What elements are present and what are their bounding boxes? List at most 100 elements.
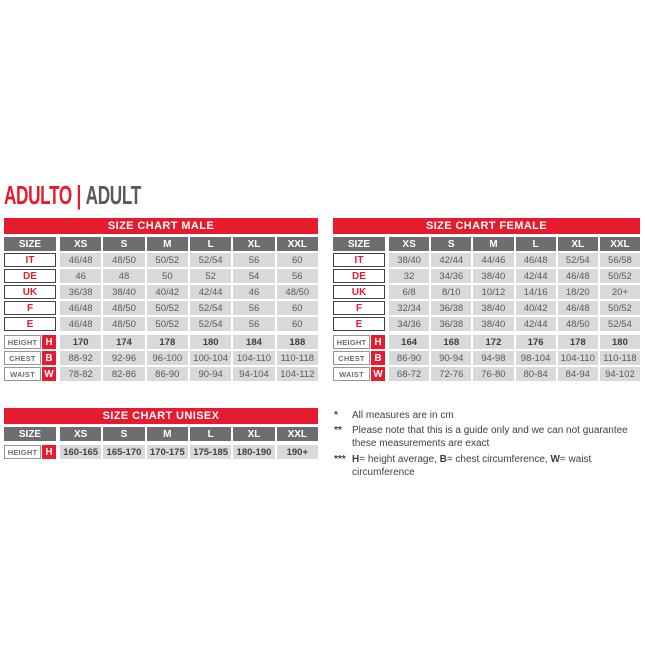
column-header-cell: M: [146, 427, 188, 441]
measure-value-cell: 110-118: [599, 351, 641, 365]
size-value-cell: 46: [60, 269, 102, 283]
measure-row-chest: CHEST B 86-90 90-94 94-98 98-104 104-110 110-11…: [333, 351, 641, 365]
table-title-bar: SIZE CHART UNISEX: [4, 408, 318, 424]
size-value-cell: 40/42: [515, 301, 556, 315]
size-chart-unisex-table: SIZE CHART UNISEX SIZE XS S M L XL XXL HEIGHT H 16…: [4, 408, 318, 461]
size-row-de: DE 32 34/36 38/40 42/44 46/48 50/52: [333, 269, 641, 283]
size-value-cell: 32: [389, 269, 430, 283]
size-value-cell: 52/54: [599, 317, 641, 331]
measure-row-height: HEIGHT H 160-165 165-170 170-175 175-185 180-1…: [4, 445, 318, 459]
size-row-e: E 46/48 48/50 50/52 52/54 56 60: [4, 317, 318, 331]
measure-letter-badge: W: [371, 367, 385, 381]
size-row-de: DE 46 48 50 52 54 56: [4, 269, 318, 283]
measure-value-cell: 98-104: [515, 351, 556, 365]
measure-letter-badge: H: [42, 335, 56, 349]
measure-letter-badge: B: [371, 351, 385, 365]
size-value-cell: 60: [276, 301, 318, 315]
size-value-cell: 46/48: [557, 269, 598, 283]
footnote-1: * All measures are in cm: [334, 409, 643, 422]
size-value-cell: 52: [189, 269, 232, 283]
size-value-cell: 46: [233, 285, 275, 299]
size-value-cell: 42/44: [431, 253, 472, 267]
measure-value-cell: 110-118: [276, 351, 318, 365]
column-header-cell: XS: [389, 237, 430, 251]
column-header-cell: L: [515, 237, 556, 251]
size-value-cell: 52/54: [189, 301, 232, 315]
column-header-cell: S: [431, 237, 472, 251]
measure-value-cell: 104-110: [557, 351, 598, 365]
measure-value-cell: 94-98: [473, 351, 514, 365]
size-value-cell: 48/50: [103, 253, 145, 267]
measure-value-cell: 165-170: [103, 445, 145, 459]
measure-value-cell: 180: [189, 335, 232, 349]
measure-value-cell: 96-100: [146, 351, 188, 365]
size-region-label: E: [333, 317, 385, 331]
size-value-cell: 36/38: [431, 301, 472, 315]
measure-value-cell: 68-72: [389, 367, 430, 381]
size-value-cell: 42/44: [189, 285, 232, 299]
size-region-label: DE: [333, 269, 385, 283]
measure-value-cell: 76-80: [473, 367, 514, 381]
measure-row-height: HEIGHT H 170 174 178 180 184 188: [4, 335, 318, 349]
column-header-cell: XS: [60, 237, 102, 251]
measure-letter-badge: H: [42, 445, 56, 459]
size-value-cell: 34/36: [389, 317, 430, 331]
measure-value-cell: 180: [599, 335, 641, 349]
size-value-cell: 10/12: [473, 285, 514, 299]
size-value-cell: 6/8: [389, 285, 430, 299]
size-region-label: DE: [4, 269, 56, 283]
measure-value-cell: 90-94: [189, 367, 232, 381]
column-header-cell: L: [189, 427, 232, 441]
size-value-cell: 38/40: [389, 253, 430, 267]
size-value-cell: 54: [233, 269, 275, 283]
size-value-cell: 50/52: [146, 317, 188, 331]
column-header-cell: S: [103, 427, 145, 441]
measure-value-cell: 94-102: [599, 367, 641, 381]
measure-value-cell: 160-165: [60, 445, 102, 459]
size-value-cell: 56: [233, 317, 275, 331]
size-chart-male-table: SIZE CHART MALE SIZE XS S M L XL XXL IT 46/48 48/5…: [4, 218, 318, 383]
table-header-row: SIZE XS S M L XL XXL: [4, 237, 318, 251]
size-value-cell: 44/46: [473, 253, 514, 267]
size-value-cell: 36/38: [60, 285, 102, 299]
size-value-cell: 52/54: [189, 253, 232, 267]
size-value-cell: 18/20: [557, 285, 598, 299]
footnotes: * All measures are in cm ** Please note tha…: [334, 409, 643, 481]
column-header-cell: XS: [60, 427, 102, 441]
table-header-row: SIZE XS S M L XL XXL: [4, 427, 318, 441]
table-header-row: SIZE XS S M L XL XXL: [333, 237, 641, 251]
size-value-cell: 50/52: [599, 301, 641, 315]
measure-label: CHEST: [4, 351, 41, 365]
measure-letter-badge: B: [42, 351, 56, 365]
size-row-uk: UK 6/8 8/10 10/12 14/16 18/20 20+: [333, 285, 641, 299]
measure-letter-badge: H: [371, 335, 385, 349]
measure-value-cell: 78-82: [60, 367, 102, 381]
page-title-primary: ADULTO: [4, 180, 72, 210]
size-value-cell: 46/48: [557, 301, 598, 315]
size-region-label: IT: [4, 253, 56, 267]
measure-value-cell: 88-92: [60, 351, 102, 365]
size-row-it: IT 38/40 42/44 44/46 46/48 52/54 56/58: [333, 253, 641, 267]
size-header-cell: SIZE: [333, 237, 385, 251]
size-value-cell: 8/10: [431, 285, 472, 299]
size-row-f: F 46/48 48/50 50/52 52/54 56 60: [4, 301, 318, 315]
size-value-cell: 50/52: [599, 269, 641, 283]
measure-value-cell: 175-185: [189, 445, 232, 459]
size-value-cell: 46/48: [60, 253, 102, 267]
size-row-it: IT 46/48 48/50 50/52 52/54 56 60: [4, 253, 318, 267]
measure-label: CHEST: [333, 351, 370, 365]
size-value-cell: 38/40: [473, 317, 514, 331]
measure-value-cell: 82-86: [103, 367, 145, 381]
footnote-text: H= height average, B= chest circumferenc…: [352, 453, 592, 478]
measure-value-cell: 84-94: [557, 367, 598, 381]
size-value-cell: 60: [276, 253, 318, 267]
column-header-cell: XL: [557, 237, 598, 251]
measure-row-chest: CHEST B 88-92 92-96 96-100 100-104 104-110 110-…: [4, 351, 318, 365]
column-header-cell: M: [146, 237, 188, 251]
measure-row-waist: WAIST W 68-72 72-76 76-80 80-84 84-94 94-102: [333, 367, 641, 381]
table-title-bar: SIZE CHART FEMALE: [333, 218, 640, 234]
column-header-cell: XXL: [599, 237, 641, 251]
size-value-cell: 50: [146, 269, 188, 283]
size-value-cell: 50/52: [146, 253, 188, 267]
page-title-separator: |: [76, 180, 82, 210]
